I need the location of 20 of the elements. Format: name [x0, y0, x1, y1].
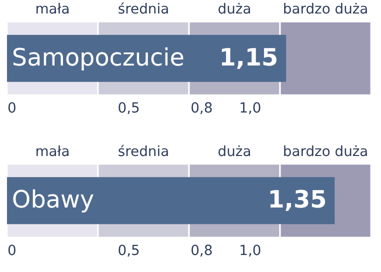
band-label: duża	[218, 2, 252, 18]
band-label: mała	[35, 2, 70, 18]
category-label: Obawy	[12, 186, 94, 214]
x-tick-label: 1,0	[239, 242, 262, 259]
category-label: Samopoczucie	[12, 43, 184, 72]
x-tick-label: 0,5	[118, 100, 140, 117]
x-tick-label: 0,8	[190, 100, 213, 117]
data-label: 1,15	[219, 43, 278, 72]
x-tick-label: 1,0	[239, 100, 262, 117]
x-tick-label: 0	[7, 100, 16, 117]
x-tick-label: 0,5	[118, 242, 140, 259]
band-label: bardzo duża	[282, 144, 368, 160]
band-label: mała	[35, 144, 70, 160]
band-label: duża	[218, 144, 252, 160]
x-tick-label: 0,8	[190, 242, 213, 259]
x-tick-label: 0	[7, 242, 16, 259]
band-label: średnia	[118, 2, 170, 18]
data-label: 1,35	[268, 186, 327, 214]
band-label: bardzo duża	[282, 2, 368, 18]
band-label: średnia	[118, 144, 170, 160]
